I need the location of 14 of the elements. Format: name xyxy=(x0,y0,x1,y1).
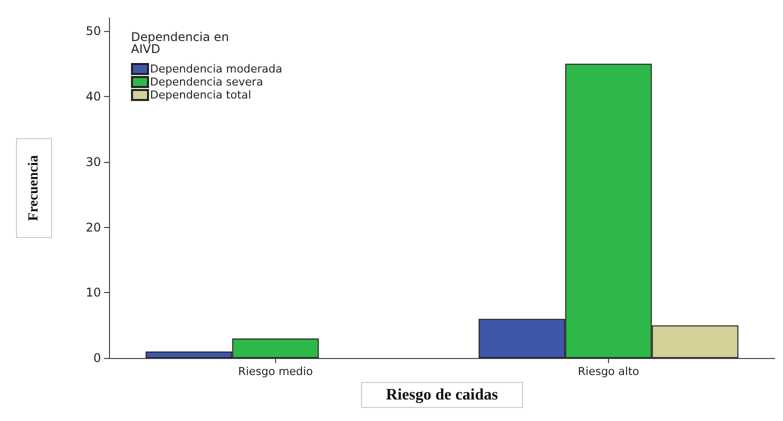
y-tick-label: 40 xyxy=(86,89,101,104)
y-tick-label: 30 xyxy=(86,154,101,169)
y-tick-label: 20 xyxy=(86,220,101,234)
x-tick-label: Riesgo alto xyxy=(578,365,640,378)
x-tick-label: Riesgo medio xyxy=(238,365,314,378)
legend-label: Dependencia moderada xyxy=(150,62,282,76)
x-axis-title: Riesgo de caidas xyxy=(386,386,498,404)
y-tick-label: 0 xyxy=(93,351,101,366)
legend-title: Dependencia en AIVD xyxy=(131,30,229,56)
y-tick-label: 50 xyxy=(86,24,101,38)
legend-label: Dependencia total xyxy=(150,88,252,102)
legend-label: Dependencia severa xyxy=(150,76,264,88)
y-axis-title: Frecuencia xyxy=(26,155,42,221)
y-tick-label: 10 xyxy=(86,286,101,300)
